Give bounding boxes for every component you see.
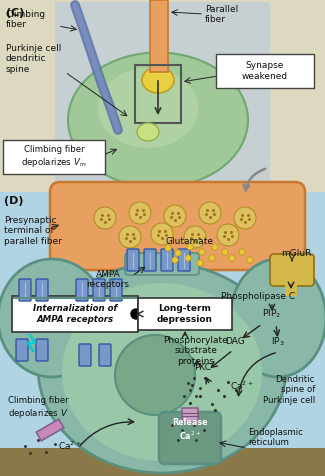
Text: Ca$^{2+}$: Ca$^{2+}$ — [58, 440, 82, 452]
Circle shape — [164, 205, 186, 227]
Bar — [55, 2, 270, 190]
Text: PIP$_2$: PIP$_2$ — [263, 307, 281, 319]
Text: PKC: PKC — [194, 363, 212, 372]
Ellipse shape — [98, 68, 198, 148]
Ellipse shape — [38, 263, 286, 473]
Circle shape — [199, 202, 221, 224]
Circle shape — [165, 245, 171, 251]
Circle shape — [151, 223, 173, 245]
Text: (D): (D) — [4, 196, 23, 206]
FancyBboxPatch shape — [270, 254, 314, 286]
Bar — [182, 408, 198, 422]
Circle shape — [234, 207, 256, 229]
Circle shape — [217, 224, 239, 246]
FancyBboxPatch shape — [16, 339, 28, 361]
FancyBboxPatch shape — [3, 140, 105, 174]
Circle shape — [222, 249, 228, 255]
FancyBboxPatch shape — [127, 249, 139, 271]
FancyBboxPatch shape — [93, 279, 105, 301]
Ellipse shape — [137, 123, 159, 141]
Text: Phospholipase C: Phospholipase C — [221, 292, 295, 301]
Circle shape — [209, 255, 215, 261]
Text: Dendritic
spine of
Purkinje cell: Dendritic spine of Purkinje cell — [263, 375, 315, 405]
Polygon shape — [36, 419, 64, 441]
FancyBboxPatch shape — [144, 249, 156, 271]
Text: Presynaptic
terminal of
parallel fiber: Presynaptic terminal of parallel fiber — [4, 216, 62, 246]
FancyBboxPatch shape — [12, 296, 138, 332]
Circle shape — [187, 244, 193, 250]
Circle shape — [247, 257, 253, 263]
FancyBboxPatch shape — [76, 279, 88, 301]
Bar — [0, 192, 325, 476]
Circle shape — [229, 255, 235, 261]
Text: DAG: DAG — [225, 337, 245, 346]
FancyBboxPatch shape — [50, 182, 305, 270]
FancyBboxPatch shape — [161, 249, 173, 271]
FancyBboxPatch shape — [138, 298, 232, 330]
Bar — [135, 65, 181, 123]
Text: (C): (C) — [6, 8, 24, 18]
Text: Phosphorylate
substrate
proteins: Phosphorylate substrate proteins — [163, 336, 228, 366]
Circle shape — [175, 250, 181, 256]
Text: Internalization of
AMPA receptors: Internalization of AMPA receptors — [33, 304, 117, 324]
FancyBboxPatch shape — [79, 344, 91, 366]
Bar — [285, 282, 297, 296]
FancyBboxPatch shape — [36, 339, 48, 361]
Circle shape — [197, 260, 203, 266]
Text: IP$_3$: IP$_3$ — [271, 335, 285, 347]
FancyBboxPatch shape — [19, 279, 31, 301]
Circle shape — [199, 249, 205, 255]
Text: Purkinje cell
dendritic
spine: Purkinje cell dendritic spine — [6, 44, 61, 74]
Circle shape — [129, 202, 151, 224]
Text: Endoplasmic
reticulum: Endoplasmic reticulum — [248, 427, 303, 447]
Circle shape — [239, 249, 245, 255]
Ellipse shape — [230, 259, 325, 377]
Text: mGluR: mGluR — [281, 249, 311, 258]
FancyBboxPatch shape — [159, 412, 221, 464]
Ellipse shape — [142, 67, 174, 93]
Circle shape — [115, 335, 195, 415]
FancyBboxPatch shape — [178, 249, 190, 271]
Text: Glutamate: Glutamate — [166, 237, 214, 246]
Text: Climbing
fiber: Climbing fiber — [6, 10, 46, 30]
Text: Ca$^{2+}$: Ca$^{2+}$ — [230, 379, 254, 392]
Ellipse shape — [68, 52, 248, 188]
Ellipse shape — [0, 259, 106, 377]
Bar — [150, 0, 168, 72]
Text: Synapse
weakened: Synapse weakened — [242, 61, 288, 81]
Circle shape — [119, 226, 141, 248]
Text: Parallel
fiber: Parallel fiber — [205, 5, 238, 24]
Text: AMPA
receptors: AMPA receptors — [86, 270, 129, 289]
Ellipse shape — [62, 283, 262, 461]
FancyBboxPatch shape — [216, 54, 314, 88]
Circle shape — [131, 309, 141, 319]
Circle shape — [212, 244, 218, 250]
Text: Climbing fiber
depolarizes $V$: Climbing fiber depolarizes $V$ — [8, 396, 69, 420]
Circle shape — [172, 257, 178, 263]
Text: Long-term
depression: Long-term depression — [157, 304, 213, 324]
Bar — [0, 448, 325, 476]
Circle shape — [185, 255, 191, 261]
FancyBboxPatch shape — [99, 344, 111, 366]
Text: Release
Ca$^{2+}$: Release Ca$^{2+}$ — [172, 418, 208, 442]
FancyBboxPatch shape — [36, 279, 48, 301]
FancyBboxPatch shape — [125, 253, 199, 275]
Text: Climbing fiber
depolarizes $V_m$: Climbing fiber depolarizes $V_m$ — [21, 145, 87, 169]
Bar — [0, 0, 325, 192]
Circle shape — [184, 226, 206, 248]
Circle shape — [94, 207, 116, 229]
FancyBboxPatch shape — [110, 279, 122, 301]
